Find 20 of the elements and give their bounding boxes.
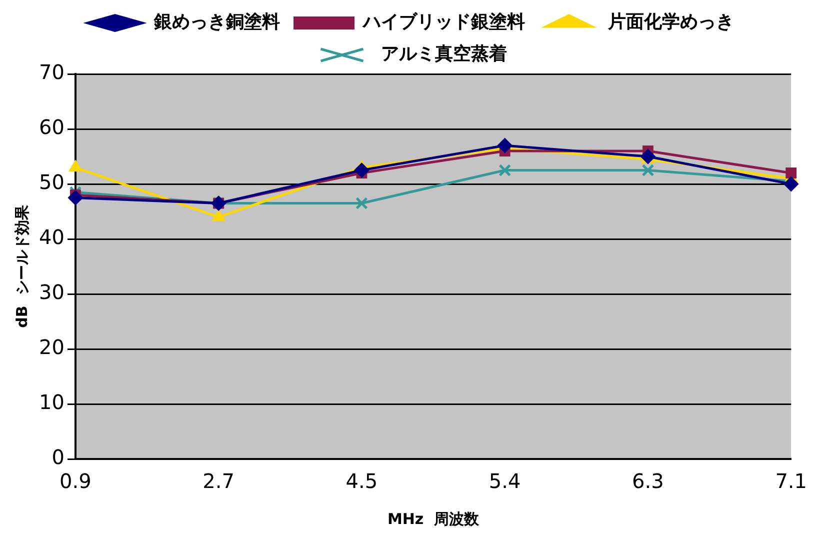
y-axis-title: dB シールド効果 [12,204,31,328]
y-tick-label: 40 [38,225,64,250]
x-tick-label: 2.7 [202,469,234,494]
x-tick-label: 7.1 [775,469,808,494]
x-tick-label: 4.5 [346,469,378,494]
y-tick-label: 10 [38,390,64,414]
y-tick-label: 0 [52,445,64,470]
y-tick-label: 50 [38,170,64,194]
x-tick-label: 6.3 [632,469,664,494]
legend-label: 片面化学めっき [607,12,734,33]
x-axis-title: MHz 周波数 [387,510,480,528]
y-tick-label: 30 [38,280,64,304]
y-tick-label: 70 [38,60,64,84]
legend-label: 銀めっき銅塗料 [153,12,280,33]
y-tick-label: 20 [38,335,64,360]
legend-label: アルミ真空蒸着 [381,44,507,65]
legend-label: ハイブリッド銀塗料 [361,12,525,33]
x-tick-label: 5.4 [488,469,521,494]
x-tick-label: 0.9 [60,469,92,494]
y-tick-label: 60 [38,115,64,140]
